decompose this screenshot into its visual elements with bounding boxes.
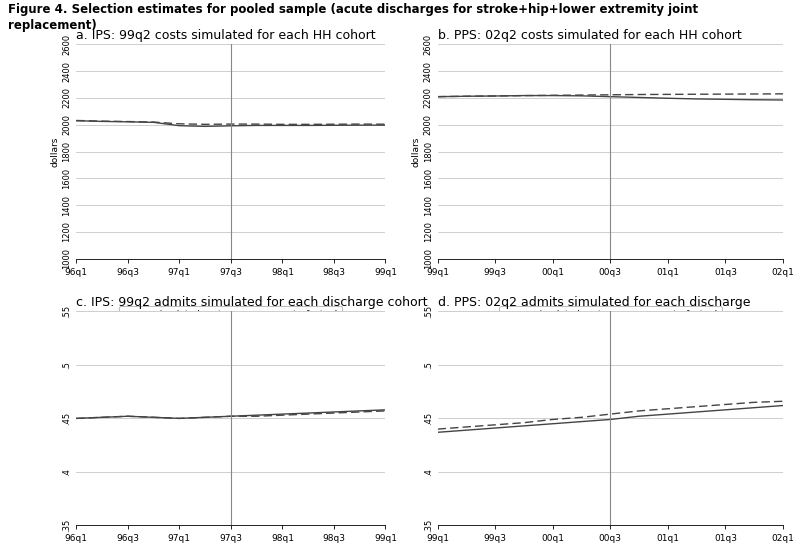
Text: Figure 4. Selection estimates for pooled sample (acute discharges for stroke+hip: Figure 4. Selection estimates for pooled… [8, 3, 697, 16]
Text: b. PPS: 02q2 costs simulated for each HH cohort: b. PPS: 02q2 costs simulated for each HH… [437, 29, 740, 42]
Text: d. PPS: 02q2 admits simulated for each discharge: d. PPS: 02q2 admits simulated for each d… [437, 296, 749, 309]
Y-axis label: dollars: dollars [411, 136, 420, 167]
Text: c. IPS: 99q2 admits simulated for each discharge cohort: c. IPS: 99q2 admits simulated for each d… [76, 296, 427, 309]
Legend: simulated costs, counterfactual: simulated costs, counterfactual [119, 306, 342, 324]
Y-axis label: dollars: dollars [51, 136, 59, 167]
Text: a. IPS: 99q2 costs simulated for each HH cohort: a. IPS: 99q2 costs simulated for each HH… [76, 29, 375, 42]
Legend: simulated costs, counterfactual: simulated costs, counterfactual [498, 306, 721, 324]
Text: replacement): replacement) [8, 19, 97, 32]
